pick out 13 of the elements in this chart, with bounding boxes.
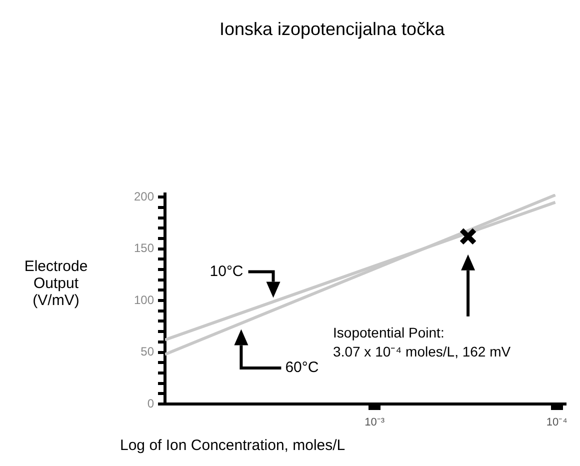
y-tick-label: 200 <box>134 189 154 204</box>
annotation: Isopotential Point: 3.07 x 10⁻⁴ moles/L, 162 mV <box>333 324 512 360</box>
y-axis-title: Electrode Output (V/mV) <box>24 258 88 310</box>
y-tick-label: 150 <box>134 241 154 256</box>
x-tick-label: 10⁻³ <box>364 416 385 429</box>
text: 60°C <box>285 359 319 376</box>
y-tick-label: 100 <box>134 292 154 307</box>
y-tick-label: 0 <box>147 396 154 410</box>
y-tick-label: 50 <box>140 344 154 359</box>
chart-title: Ionska izopotencijalna točka <box>219 18 446 39</box>
x-tick-label: 10⁻⁴ <box>546 416 568 429</box>
text: 10°C <box>210 262 244 280</box>
x-axis-title: Log of Ion Concentration, moles/L <box>120 437 346 454</box>
